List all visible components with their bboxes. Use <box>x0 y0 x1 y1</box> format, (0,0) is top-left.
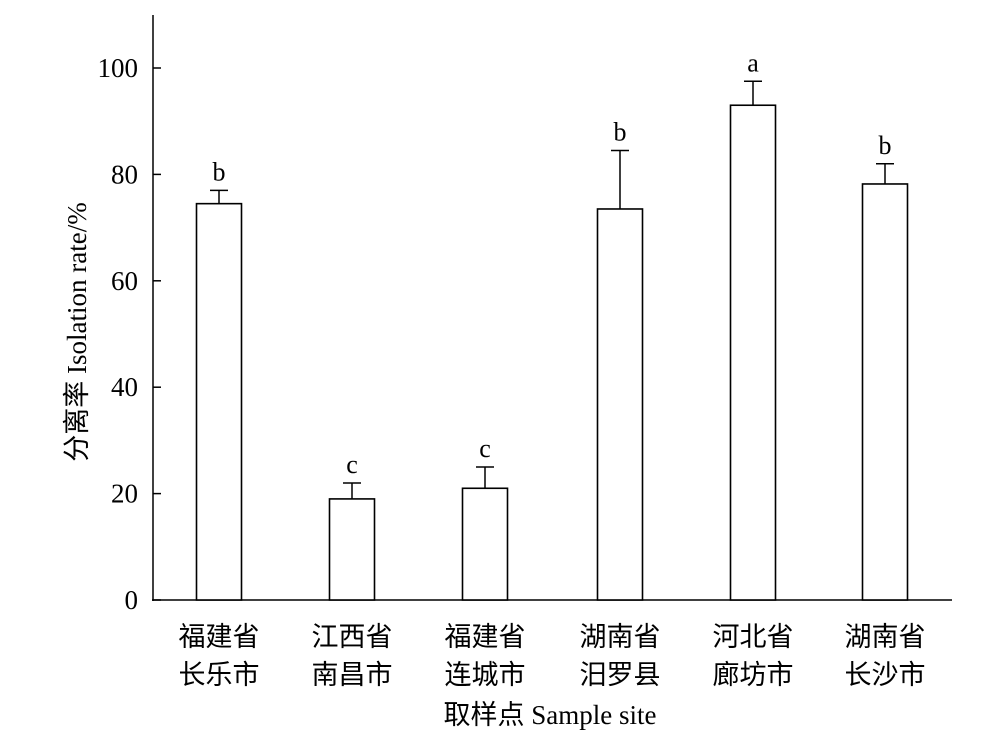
x-tick-label: 汨罗县 <box>580 660 661 690</box>
bar <box>328 498 376 601</box>
bar <box>729 104 777 601</box>
bar <box>861 183 909 601</box>
y-tick-label: 60 <box>111 266 138 296</box>
axes <box>152 15 952 601</box>
significance-letter: b <box>213 157 226 186</box>
bar <box>461 487 509 601</box>
x-tick-label: 湖南省 <box>580 622 661 652</box>
x-tick-label: 廊坊市 <box>713 660 794 690</box>
x-tick-label: 河北省 <box>713 622 794 652</box>
significance-letter: c <box>346 450 358 479</box>
significance-letter: b <box>614 117 627 146</box>
significance-letter: b <box>879 131 892 160</box>
x-tick-label: 福建省 <box>445 622 526 652</box>
bars: b c c b a b <box>195 48 909 601</box>
y-tick-label: 20 <box>111 479 138 509</box>
x-tick-label: 长沙市 <box>845 660 926 690</box>
x-tick-label: 湖南省 <box>845 622 926 652</box>
y-tick-label: 40 <box>111 372 138 402</box>
y-ticks: 0 20 40 60 80 100 <box>98 53 161 615</box>
x-axis-label: 取样点 Sample site <box>444 700 657 730</box>
y-tick-label: 80 <box>111 159 138 189</box>
significance-letter: a <box>747 48 759 77</box>
x-tick-label: 南昌市 <box>312 660 393 690</box>
x-tick-label: 福建省 <box>179 622 260 652</box>
significance-letter: c <box>479 434 491 463</box>
x-tick-label: 江西省 <box>312 622 393 652</box>
y-tick-label: 0 <box>125 585 139 615</box>
bar <box>596 208 644 601</box>
x-tick-label: 长乐市 <box>179 660 260 690</box>
y-axis-label: 分离率 Isolation rate/% <box>62 202 92 461</box>
bar <box>195 202 243 601</box>
x-tick-label: 连城市 <box>445 660 526 690</box>
y-tick-label: 100 <box>98 53 139 83</box>
